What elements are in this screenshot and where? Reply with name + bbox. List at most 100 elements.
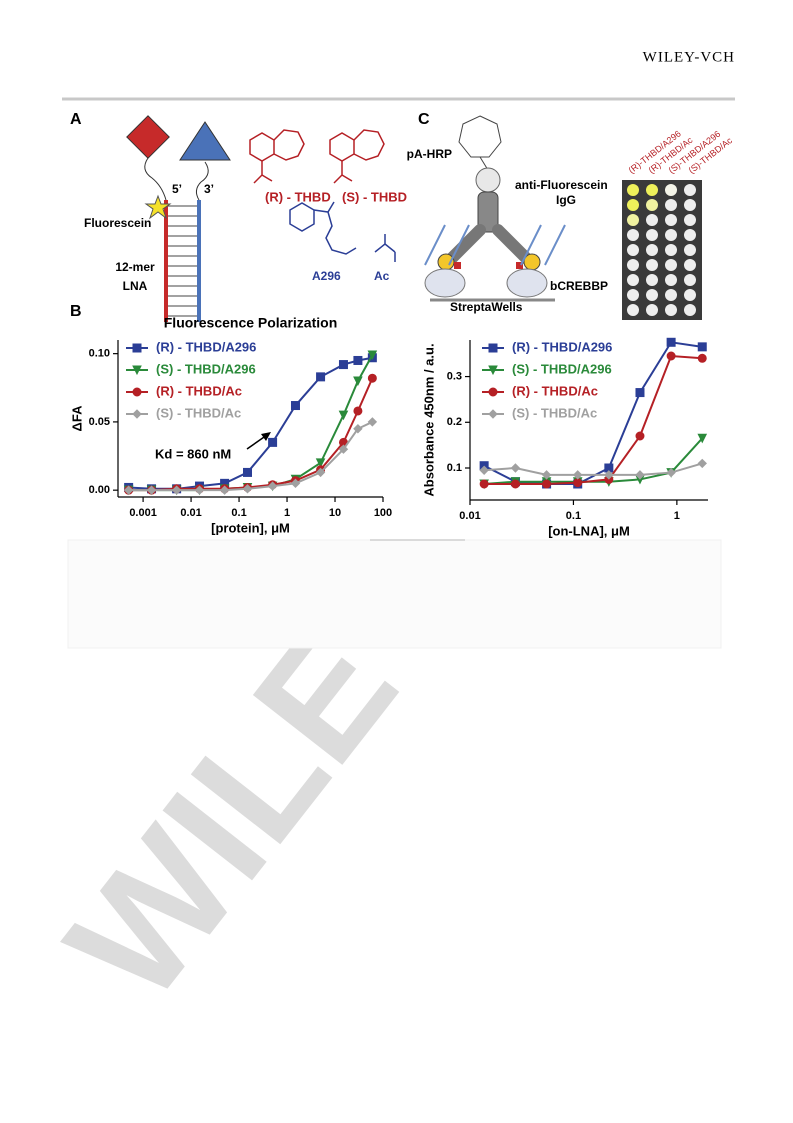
panel-label: B — [70, 303, 82, 320]
marker — [171, 485, 182, 495]
label: 5’ — [172, 182, 182, 196]
label: StreptaWells — [450, 300, 523, 314]
marker — [132, 387, 142, 397]
marker — [479, 479, 489, 489]
x-tick-label: 10 — [329, 507, 341, 519]
marker — [219, 485, 230, 495]
label: (S) - THBD — [342, 189, 407, 204]
lna — [424, 224, 566, 266]
label: A296 — [312, 269, 341, 283]
marker — [635, 388, 645, 398]
marker — [604, 470, 614, 480]
marker — [132, 409, 142, 419]
label: (R) - THBD — [265, 189, 331, 204]
marker — [635, 470, 645, 480]
marker — [267, 481, 278, 491]
legend-label: (R) - THBD/A296 — [512, 339, 612, 354]
marker — [338, 444, 349, 454]
marker — [315, 458, 326, 468]
marker — [315, 467, 326, 478]
annotation-arrowhead — [261, 432, 271, 441]
marker — [573, 478, 583, 488]
marker — [290, 478, 301, 489]
marker — [132, 365, 142, 376]
label: Fluorescein — [84, 216, 151, 230]
bcrebbp — [506, 268, 548, 298]
marker — [146, 485, 157, 495]
marker — [367, 350, 378, 361]
marker — [479, 465, 489, 475]
legend-label: (R) - THBD/A296 — [156, 339, 256, 354]
y-tick-label: 0.3 — [447, 370, 462, 382]
label: Ac — [374, 269, 390, 283]
x-tick-label: 100 — [374, 507, 392, 519]
y-axis-label: Absorbance 450nm / a.u. — [421, 343, 436, 496]
x-tick-label: 0.001 — [129, 507, 157, 519]
marker — [123, 485, 134, 495]
ligand — [454, 262, 461, 269]
marker — [353, 376, 363, 387]
legend-label: (R) - THBD/Ac — [512, 383, 598, 398]
blue-triangle — [179, 121, 231, 161]
marker — [367, 373, 377, 383]
marker — [290, 401, 300, 411]
y-tick-label: 0.05 — [89, 416, 110, 428]
label: LNA — [123, 279, 148, 293]
x-tick-label: 1 — [674, 510, 680, 522]
panel-label: C — [418, 111, 430, 128]
chart-title: Fluorescence Polarization — [164, 315, 338, 331]
panel-label: A — [70, 111, 82, 128]
caption-area — [67, 539, 722, 649]
fluorescein-star — [144, 194, 172, 220]
linker — [144, 157, 167, 201]
marker — [132, 343, 142, 353]
marker — [353, 406, 363, 416]
marker — [541, 470, 552, 480]
marker — [243, 467, 253, 477]
marker — [510, 463, 521, 473]
marker — [316, 372, 326, 382]
marker — [353, 355, 363, 365]
marker — [697, 353, 707, 363]
igg-fc — [477, 191, 499, 233]
y-tick-label: 0.1 — [447, 462, 462, 474]
plate-wells — [627, 184, 696, 316]
marker — [697, 342, 707, 352]
linker — [195, 161, 209, 201]
panel-a-diagram — [126, 115, 396, 322]
label: IgG — [556, 193, 576, 207]
marker — [242, 484, 253, 494]
x-tick-label: 1 — [284, 507, 290, 519]
x-axis-label: [on-LNA], μM — [548, 523, 630, 538]
ac-structure — [374, 234, 396, 262]
marker — [488, 365, 498, 376]
marker — [697, 433, 708, 444]
marker — [666, 351, 676, 361]
base-pairs — [168, 205, 197, 317]
marker — [194, 485, 205, 495]
protein-a — [475, 167, 501, 193]
publisher: WILEY-VCH — [643, 49, 735, 65]
marker — [510, 479, 520, 489]
label: 12-mer — [115, 260, 155, 274]
marker — [666, 337, 676, 347]
marker — [573, 470, 583, 480]
label: anti-Fluorescein — [515, 178, 608, 192]
a296-structure — [289, 201, 357, 255]
marker — [488, 343, 498, 353]
marker — [666, 467, 676, 478]
x-tick-label: 0.01 — [459, 510, 480, 522]
y-tick-label: 0.2 — [447, 416, 462, 428]
label: pA-HRP — [407, 147, 452, 161]
y-axis-label: ΔFA — [69, 405, 84, 432]
marker — [488, 409, 498, 419]
marker — [338, 360, 348, 370]
x-tick-label: 0.01 — [180, 507, 201, 519]
ligand — [516, 262, 523, 269]
y-tick-label: 0.10 — [89, 348, 110, 360]
series-line — [484, 354, 703, 485]
legend-label: (S) - THBD/Ac — [156, 405, 241, 420]
red-diamond — [126, 115, 170, 159]
